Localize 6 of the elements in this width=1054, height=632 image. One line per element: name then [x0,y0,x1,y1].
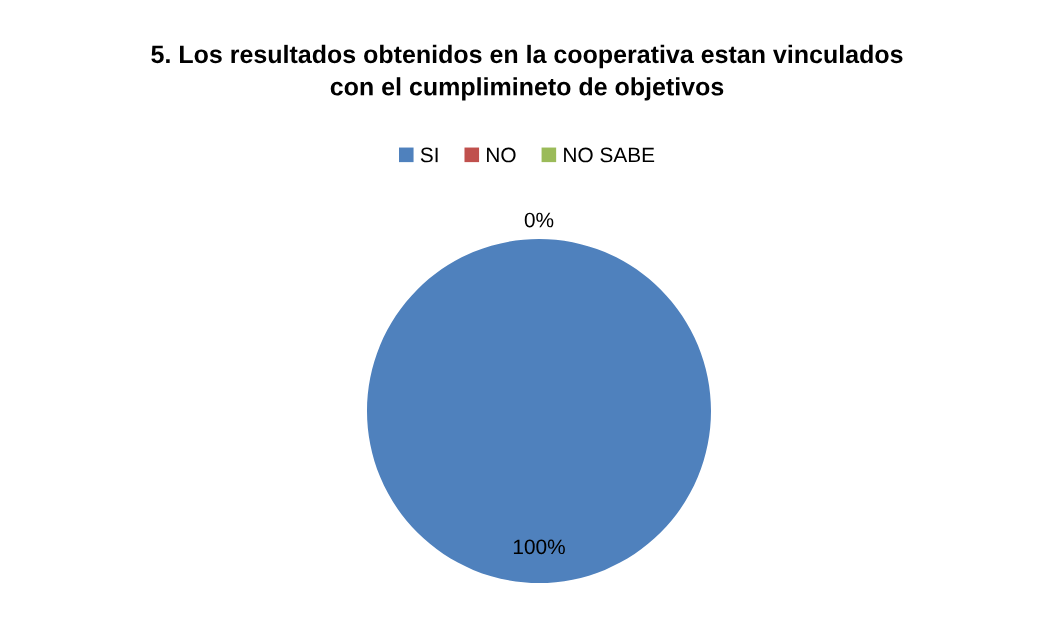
legend-label: NO SABE [564,147,655,163]
data-label: 100% [513,539,565,555]
text: 0% [524,212,554,228]
legend-label: NO [487,147,516,163]
chart-title: 5. Los resultados obtenidos en la cooperativa estan vinculados con el cumplimineto de objetivos [151,44,903,101]
legend-label: SI [420,147,438,163]
